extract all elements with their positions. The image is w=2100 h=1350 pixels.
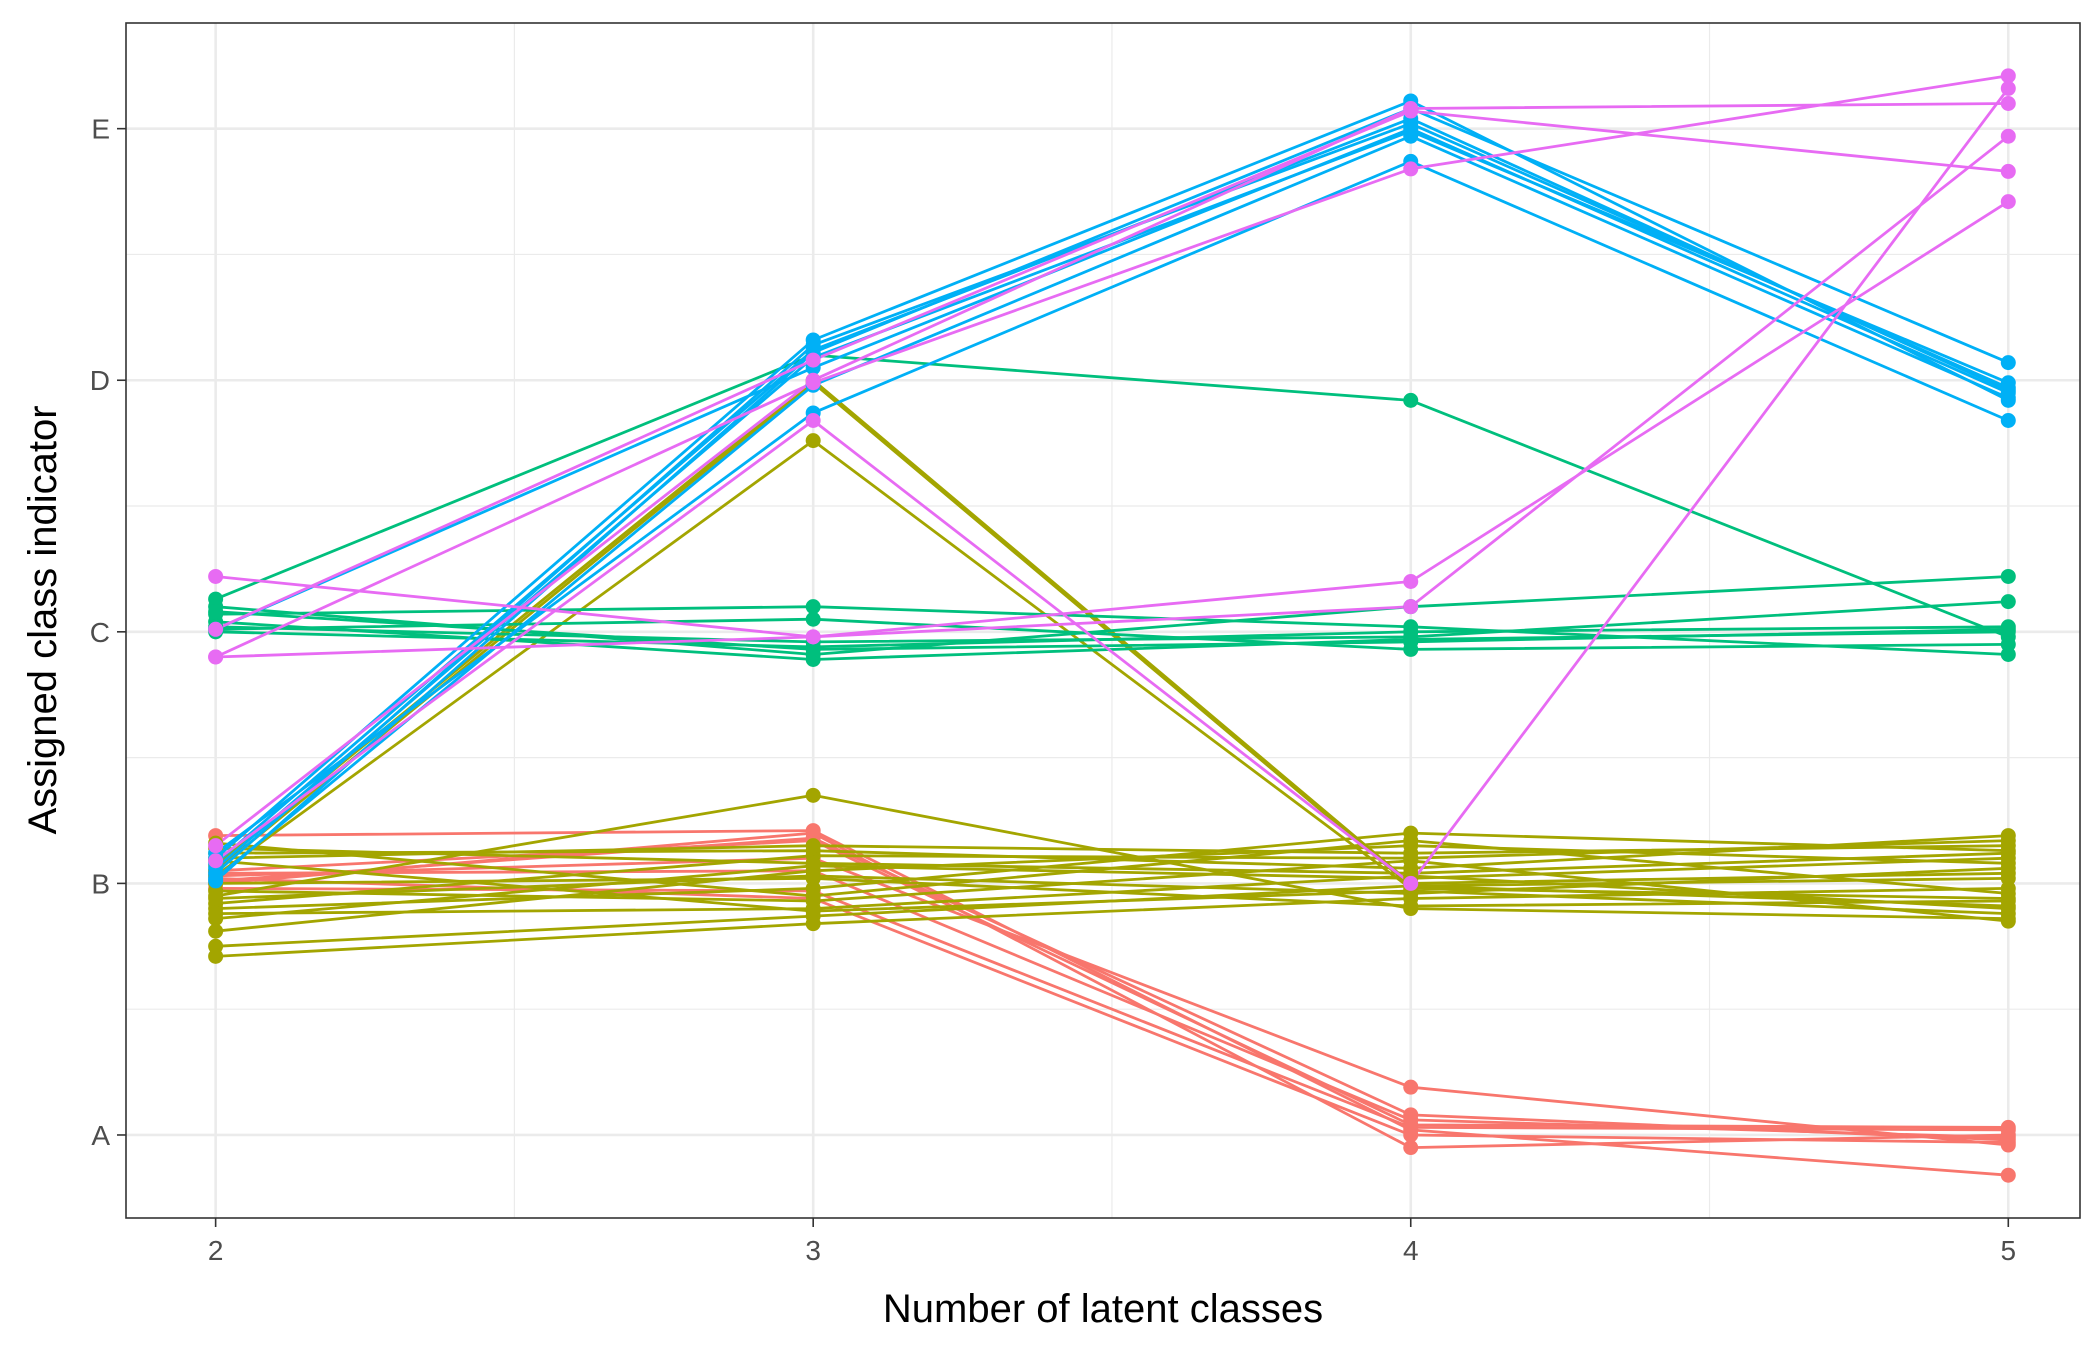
data-point-B — [2000, 901, 2016, 917]
series-line-A — [215, 856, 2009, 1147]
series-line-B — [215, 874, 2009, 915]
data-point-B — [805, 838, 821, 854]
data-point-B — [2000, 885, 2016, 901]
series-line-E — [214, 87, 2010, 885]
data-point-A — [1403, 1119, 1419, 1135]
series-line-B — [215, 793, 2009, 920]
data-point-E — [2000, 80, 2016, 96]
series-line-B — [215, 866, 2009, 900]
data-point-D — [2000, 355, 2016, 371]
data-point-E — [805, 372, 821, 388]
series-line-C — [215, 617, 2009, 651]
data-point-C — [2000, 636, 2016, 652]
y-axis-title: Assigned class indicator — [21, 405, 65, 834]
data-point-E — [2000, 96, 2016, 112]
data-point-E — [2000, 128, 2016, 144]
data-point-B — [208, 890, 224, 906]
data-point-E — [208, 621, 224, 637]
data-point-B — [805, 916, 821, 932]
data-point-C — [1403, 392, 1419, 408]
data-point-C — [2000, 568, 2016, 584]
data-point-E — [1403, 161, 1419, 177]
data-point-B — [208, 948, 224, 964]
data-point-E — [1403, 101, 1419, 117]
data-point-E — [208, 568, 224, 584]
data-point-E — [2000, 194, 2016, 210]
data-point-C — [208, 604, 224, 620]
x-tick-label: 5 — [2001, 1235, 2017, 1266]
data-point-E — [208, 838, 224, 854]
data-point-D — [2000, 412, 2016, 428]
data-point-B — [208, 906, 224, 922]
data-point-A — [805, 823, 821, 839]
series-layer — [214, 74, 2010, 1177]
axes: 2 3 4 5 A B C D E — [90, 114, 2016, 1266]
y-tick-label: A — [91, 1120, 110, 1151]
series-line-A — [215, 829, 2009, 1177]
series-line-E — [215, 74, 2009, 659]
data-point-E — [1403, 599, 1419, 615]
data-point-A — [2000, 1167, 2016, 1183]
data-point-B — [2000, 860, 2016, 876]
series-line-D — [214, 107, 2009, 882]
series-line-E — [215, 135, 2010, 639]
series-line-A — [215, 887, 2009, 1132]
data-point-A — [1403, 1140, 1419, 1156]
data-point-B — [805, 901, 821, 917]
points-layer — [208, 68, 2016, 1183]
data-point-E — [2000, 68, 2016, 84]
series-line-D — [214, 159, 2009, 855]
data-point-B — [2000, 838, 2016, 854]
data-point-E — [805, 352, 821, 368]
data-point-C — [805, 599, 821, 615]
data-point-C — [805, 641, 821, 657]
data-point-C — [2000, 594, 2016, 610]
series-line-D — [214, 99, 2009, 860]
data-point-A — [1403, 1079, 1419, 1095]
y-tick-label: E — [91, 114, 110, 145]
panel-background — [126, 23, 2080, 1218]
series-line-C — [215, 353, 2009, 639]
data-point-B — [208, 923, 224, 939]
series-line-E — [214, 102, 2009, 847]
x-tick-label: 3 — [805, 1235, 821, 1266]
y-tick-label: C — [90, 617, 110, 648]
data-point-E — [208, 853, 224, 869]
data-point-B — [1403, 898, 1419, 914]
data-point-E — [1403, 574, 1419, 590]
data-point-C — [2000, 621, 2016, 637]
x-axis-title: Number of latent classes — [883, 1287, 1323, 1331]
x-tick-label: 2 — [208, 1235, 224, 1266]
y-tick-label: B — [91, 868, 110, 899]
data-point-D — [1403, 121, 1419, 137]
series-line-B — [215, 844, 2009, 860]
data-point-B — [805, 787, 821, 803]
data-point-E — [2000, 163, 2016, 179]
data-point-B — [1403, 845, 1419, 861]
data-point-A — [2000, 1122, 2016, 1138]
data-point-B — [805, 868, 821, 884]
data-point-B — [805, 433, 821, 449]
y-tick-label: D — [90, 365, 110, 396]
data-point-B — [805, 888, 821, 904]
series-line-A — [215, 831, 2009, 1149]
series-line-D — [215, 127, 2009, 631]
data-point-B — [2000, 913, 2016, 929]
data-point-C — [805, 611, 821, 627]
data-point-D — [2000, 385, 2016, 401]
data-point-E — [208, 649, 224, 665]
series-line-E — [215, 200, 2010, 659]
data-point-E — [805, 412, 821, 428]
series-line-E — [215, 109, 2009, 631]
data-point-E — [805, 629, 821, 645]
data-point-B — [805, 855, 821, 871]
data-point-D — [208, 873, 224, 889]
data-point-E — [1403, 875, 1419, 891]
data-point-C — [1403, 634, 1419, 650]
x-tick-label: 4 — [1403, 1235, 1419, 1266]
data-point-B — [1403, 833, 1419, 849]
series-line-B — [215, 839, 2009, 898]
panel-border — [125, 22, 2081, 1219]
